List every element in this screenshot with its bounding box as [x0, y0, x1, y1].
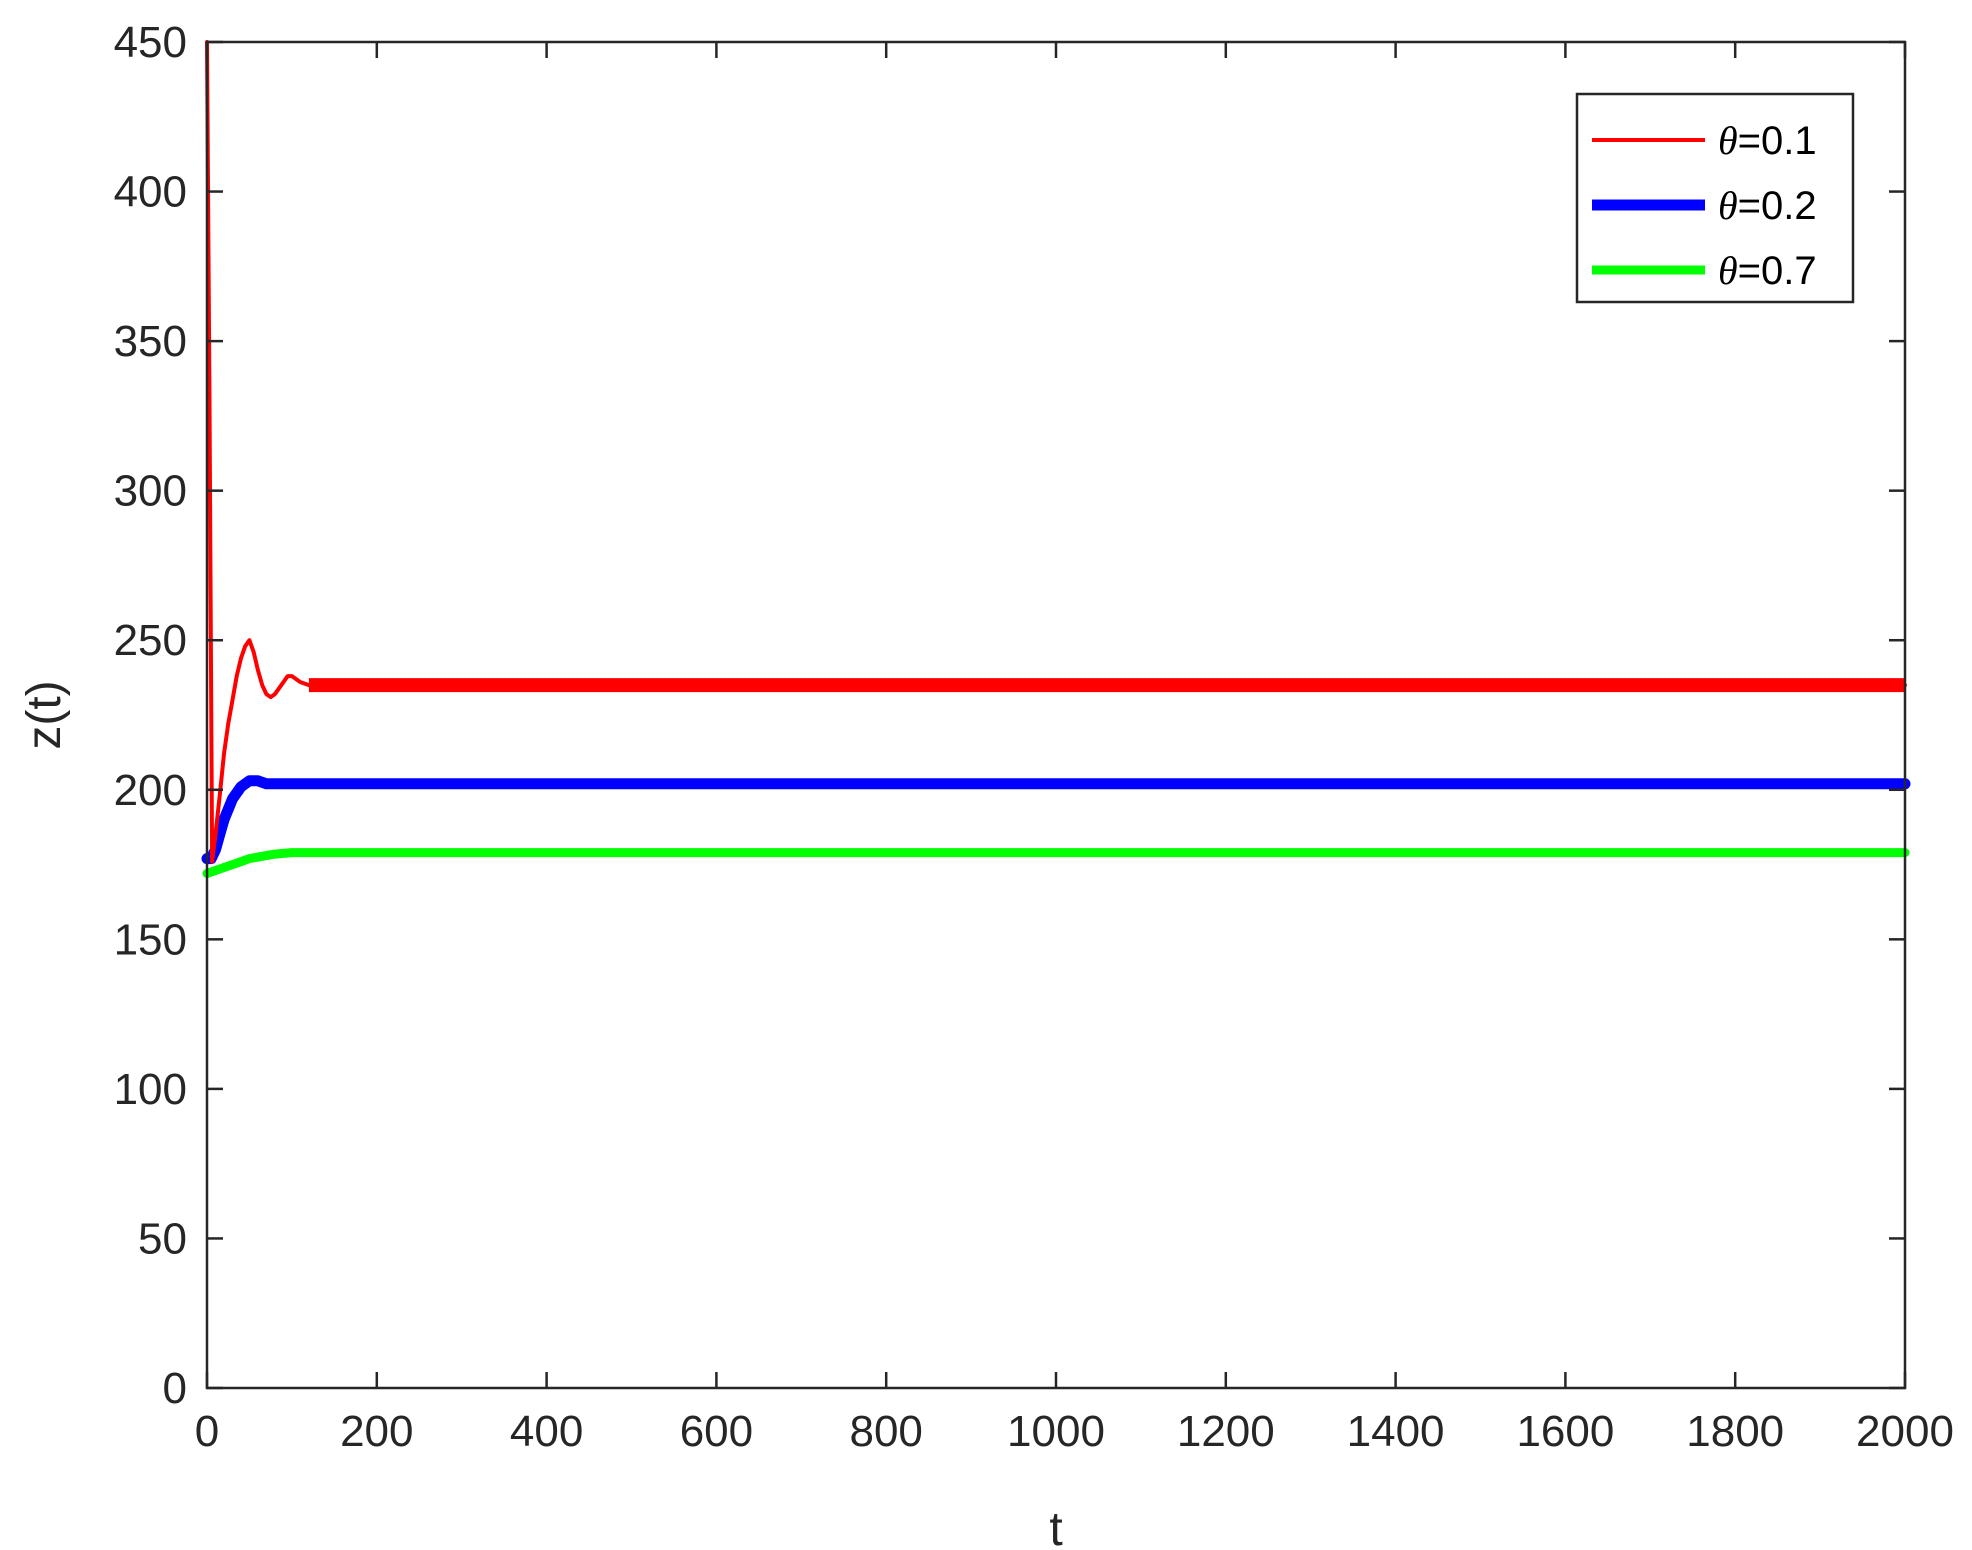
axes-layer: 0 200 400 600 800 1000 1200 1400 1600 1800 2000 0 50… [114, 18, 1954, 1456]
legend-label-1: θ=0.1 [1718, 118, 1817, 163]
x-tick-label: 2000 [1856, 1407, 1954, 1456]
y-axis-title: z(t) [18, 680, 71, 749]
x-axis-title: t [1049, 1503, 1062, 1550]
x-tick-label: 1200 [1177, 1407, 1275, 1456]
y-tick-label: 450 [114, 18, 187, 67]
x-tick-label: 1600 [1516, 1407, 1614, 1456]
x-tick-label: 800 [849, 1407, 922, 1456]
legend-value: =0.1 [1738, 119, 1817, 163]
y-tick-label: 350 [114, 317, 187, 366]
y-tick-label: 400 [114, 168, 187, 217]
y-tick-label: 50 [138, 1214, 187, 1263]
legend-value: =0.7 [1738, 249, 1817, 293]
x-tick-label: 1000 [1007, 1407, 1105, 1456]
x-tick-label: 400 [510, 1407, 583, 1456]
series-layer [201, 40, 1911, 878]
y-tick-label: 100 [114, 1065, 187, 1114]
x-tick-label: 200 [340, 1407, 413, 1456]
legend-symbol: θ [1718, 183, 1738, 228]
x-tick-label: 1800 [1686, 1407, 1784, 1456]
y-tick-label: 0 [163, 1364, 187, 1413]
legend: θ=0.1θ=0.2θ=0.7 [1575, 92, 1855, 304]
legend-symbol: θ [1718, 118, 1738, 163]
y-tick-label: 200 [114, 766, 187, 815]
legend-label-3: θ=0.7 [1718, 248, 1817, 293]
y-tick-label: 150 [114, 915, 187, 964]
y-tick-label: 300 [114, 467, 187, 516]
legend-label-2: θ=0.2 [1718, 183, 1817, 228]
x-tick-label: 0 [195, 1407, 219, 1456]
legend-symbol: θ [1718, 248, 1738, 293]
x-tick-label: 1400 [1347, 1407, 1445, 1456]
y-tick-label: 250 [114, 616, 187, 665]
series-line-3 [202, 848, 1910, 878]
x-tick-label: 600 [680, 1407, 753, 1456]
legend-value: =0.2 [1738, 184, 1817, 228]
series-line-2 [201, 775, 1911, 865]
